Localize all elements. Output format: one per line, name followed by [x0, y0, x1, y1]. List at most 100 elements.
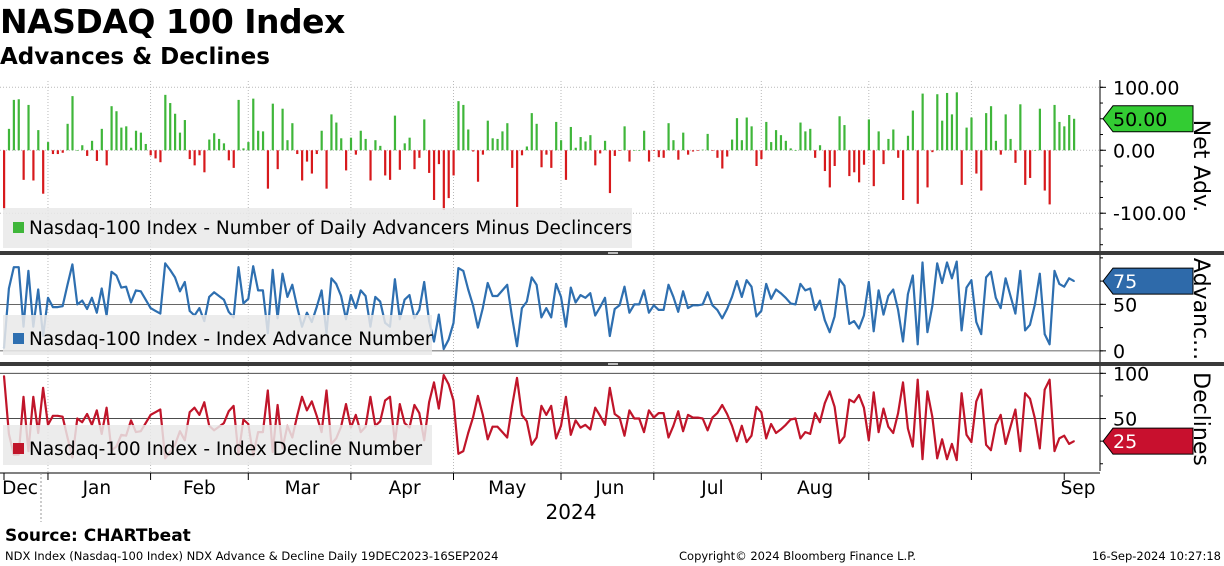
dec-data-point	[389, 395, 391, 398]
dec-data-point	[902, 381, 904, 384]
dec-data-point	[897, 412, 900, 415]
net-adv-bar	[755, 150, 758, 166]
net-adv-bar	[779, 135, 783, 151]
dec-data-point	[398, 403, 401, 405]
dec-data-point	[999, 414, 1002, 416]
dec-data-point	[677, 410, 680, 413]
adv-data-point	[354, 307, 357, 309]
net-adv-bar	[335, 122, 338, 151]
adv-data-point	[623, 285, 626, 288]
dec-data-point	[623, 434, 626, 437]
net-last-value: 50.00	[1113, 109, 1167, 131]
dec-data-point	[296, 414, 299, 417]
adv-data-point	[86, 308, 88, 310]
adv-data-point	[633, 303, 636, 306]
dec-data-point	[701, 417, 704, 420]
net-adv-bar	[1004, 114, 1007, 151]
adv-data-point	[408, 294, 411, 296]
dec-data-point	[648, 409, 650, 412]
chart-title: NASDAQ 100 Index	[0, 2, 345, 41]
adv-data-point	[985, 276, 987, 279]
net-adv-bar	[51, 150, 55, 155]
dec-data-point	[980, 388, 983, 391]
adv-data-point	[604, 296, 606, 299]
net-adv-bar	[271, 103, 274, 151]
net-adv-bar	[130, 147, 133, 151]
net-adv-bar	[501, 131, 504, 151]
dec-data-point	[911, 445, 914, 448]
adv-data-point	[437, 313, 440, 316]
adv-data-point	[564, 325, 567, 328]
adv-data-point	[511, 316, 514, 319]
net-adv-bar	[589, 135, 592, 151]
adv-data-point	[1058, 282, 1061, 285]
net-adv-bar	[281, 108, 284, 151]
dec-data-point	[276, 404, 279, 406]
net-adv-bar	[86, 150, 89, 156]
dec-data-point	[42, 386, 44, 389]
net-adv-bar	[696, 150, 699, 151]
dec-data-point	[530, 443, 533, 446]
net-adv-bar	[418, 150, 421, 158]
net-adv-bar	[90, 140, 94, 151]
dec-data-point	[990, 449, 992, 452]
dec-data-point	[1048, 378, 1051, 381]
adv-data-point	[789, 302, 792, 305]
adv-data-point	[1068, 277, 1071, 280]
adv-data-point	[975, 321, 978, 323]
net-adv-bar	[872, 150, 875, 187]
dec-data-point	[1058, 437, 1061, 440]
net-adv-bar	[672, 140, 675, 151]
adv-data-point	[863, 314, 865, 317]
net-adv-bar	[198, 150, 201, 156]
adv-data-point	[320, 289, 323, 292]
net-adv-bar	[594, 150, 597, 166]
adv-data-point	[393, 278, 396, 281]
adv-data-point	[247, 297, 250, 300]
net-adv-bar	[1014, 150, 1017, 163]
net-adv-bar	[320, 130, 323, 151]
adv-last-value: 75	[1113, 271, 1137, 293]
dec-data-point	[525, 420, 528, 423]
dec-data-point	[95, 409, 98, 412]
net-adv-bar	[877, 131, 880, 151]
net-adv-bar	[599, 150, 602, 154]
net-adv-bar	[858, 150, 861, 183]
adv-data-point	[281, 272, 284, 275]
adv-data-point	[47, 296, 49, 299]
dec-data-point	[867, 439, 870, 442]
dec-data-point	[750, 434, 753, 437]
net-adv-bar	[178, 132, 182, 151]
net-adv-bar	[579, 137, 582, 151]
net-adv-bar	[266, 150, 270, 189]
dec-data-point	[975, 400, 978, 403]
dec-data-point	[828, 390, 831, 393]
month-label: Mar	[285, 478, 320, 499]
dec-data-point	[1019, 450, 1022, 453]
adv-data-point	[472, 304, 474, 307]
net-adv-bar	[310, 150, 314, 174]
net-adv-bar	[1024, 150, 1027, 185]
adv-data-point	[638, 303, 641, 306]
adv-data-point	[946, 261, 948, 264]
legend-label: Nasdaq-100 Index - Index Decline Number	[29, 439, 422, 460]
adv-data-point	[486, 282, 489, 284]
adv-data-point	[291, 283, 294, 286]
dec-data-point	[652, 416, 655, 419]
dec-data-point	[931, 415, 934, 418]
adv-data-point	[374, 296, 377, 298]
adv-data-point	[994, 296, 997, 299]
net-adv-bar	[134, 130, 138, 151]
adv-data-point	[198, 307, 201, 309]
net-adv-bar	[242, 148, 245, 151]
net-adv-bar	[936, 94, 939, 151]
dec-data-point	[188, 411, 191, 414]
dec-data-point	[550, 404, 553, 407]
net-adv-bar	[765, 121, 768, 151]
adv-data-point	[750, 285, 753, 288]
net-adv-bar	[520, 150, 524, 156]
adv-data-point	[242, 302, 245, 305]
adv-tick-label: 0	[1113, 341, 1125, 363]
month-label: Dec	[2, 478, 38, 499]
adv-data-point	[149, 307, 152, 309]
